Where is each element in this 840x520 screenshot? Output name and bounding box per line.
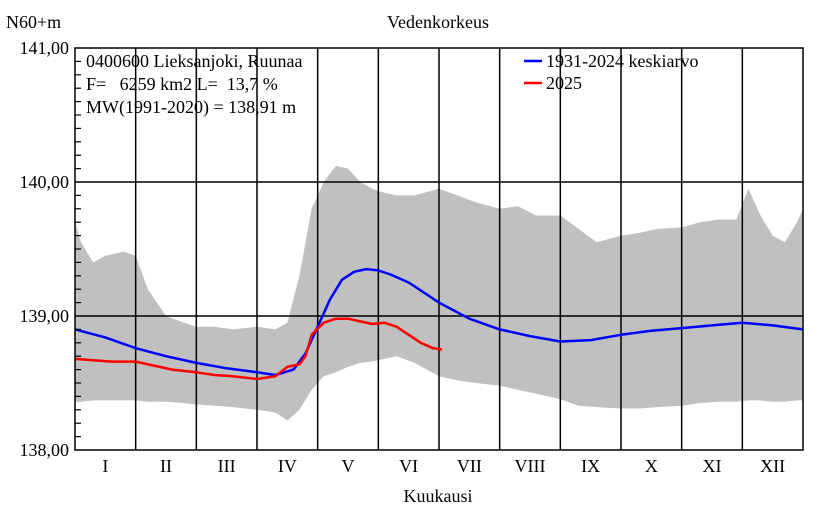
average-line <box>74 267 804 377</box>
x-tick-label: XI <box>703 456 722 476</box>
chart-title: Vedenkorkeus <box>387 12 489 32</box>
x-axis-label: Kuukausi <box>404 486 473 506</box>
y-tick-label: 140,00 <box>20 172 70 192</box>
mean-water-level: MW(1991-2020) = 138,91 m <box>86 97 296 118</box>
x-tick-label: XII <box>760 456 785 476</box>
x-tick-label: VII <box>457 456 482 476</box>
current-year-line <box>74 317 443 381</box>
y-tick-labels: 138,00 139,00 140,00 141,00 <box>20 38 70 460</box>
x-tick-label: III <box>218 456 236 476</box>
y-tick-label: 141,00 <box>20 38 70 58</box>
y-tick-label: 138,00 <box>20 440 70 460</box>
station-name: 0400600 Lieksanjoki, Ruunaa <box>86 51 302 71</box>
legend-label-current: 2025 <box>546 73 582 93</box>
legend: 1931-2024 keskiarvo 2025 <box>524 51 698 93</box>
x-tick-label: VIII <box>515 456 546 476</box>
y-tick-label: 139,00 <box>20 306 70 326</box>
grid-layer <box>75 48 803 450</box>
y-axis-label: N60+m <box>6 12 61 32</box>
ticks-layer <box>75 60 81 438</box>
legend-label-average: 1931-2024 keskiarvo <box>546 51 698 71</box>
series-layer <box>74 267 804 381</box>
x-tick-labels: I II III IV V VI VII VIII IX X XI XII <box>102 456 785 476</box>
x-tick-label: VI <box>399 456 418 476</box>
catchment-info: F= 6259 km2 L= 13,7 % <box>86 74 278 94</box>
x-tick-label: V <box>342 456 355 476</box>
x-tick-label: II <box>160 456 172 476</box>
x-tick-label: X <box>645 456 658 476</box>
x-tick-label: I <box>102 456 108 476</box>
x-tick-label: IV <box>278 456 297 476</box>
x-tick-label: IX <box>581 456 600 476</box>
